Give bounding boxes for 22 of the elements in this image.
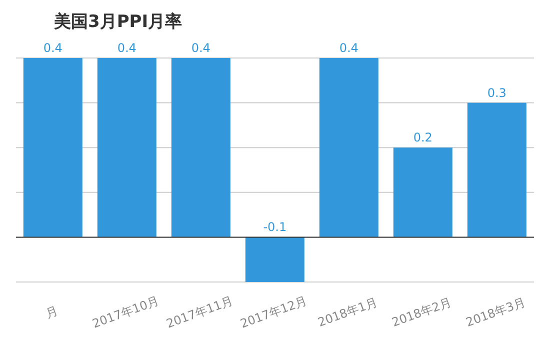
data-label: 0.2 [413, 130, 432, 145]
bar [467, 102, 526, 238]
x-tick-label: 2018年1月 [316, 295, 380, 330]
chart-title: 美国3月PPI月率 [54, 11, 182, 33]
data-label: -0.1 [263, 220, 287, 234]
data-label: 0.3 [487, 86, 506, 100]
bar [319, 58, 378, 238]
x-tick-label: 月 [44, 304, 60, 321]
data-label: 0.4 [43, 41, 62, 55]
data-label: 0.4 [191, 41, 210, 55]
bar [393, 148, 452, 238]
bar [245, 237, 304, 282]
bar [97, 58, 156, 238]
bar [23, 58, 82, 238]
bar [171, 58, 230, 238]
x-tick-label: 2017年11月 [164, 294, 235, 331]
x-tick-label: 2018年2月 [390, 295, 454, 330]
x-tick-label: 2017年10月 [90, 294, 161, 331]
data-label: 0.4 [117, 41, 136, 55]
data-label: 0.4 [339, 41, 358, 55]
x-tick-label: 2018年3月 [464, 295, 528, 330]
x-tick-label: 2017年12月 [238, 294, 309, 331]
